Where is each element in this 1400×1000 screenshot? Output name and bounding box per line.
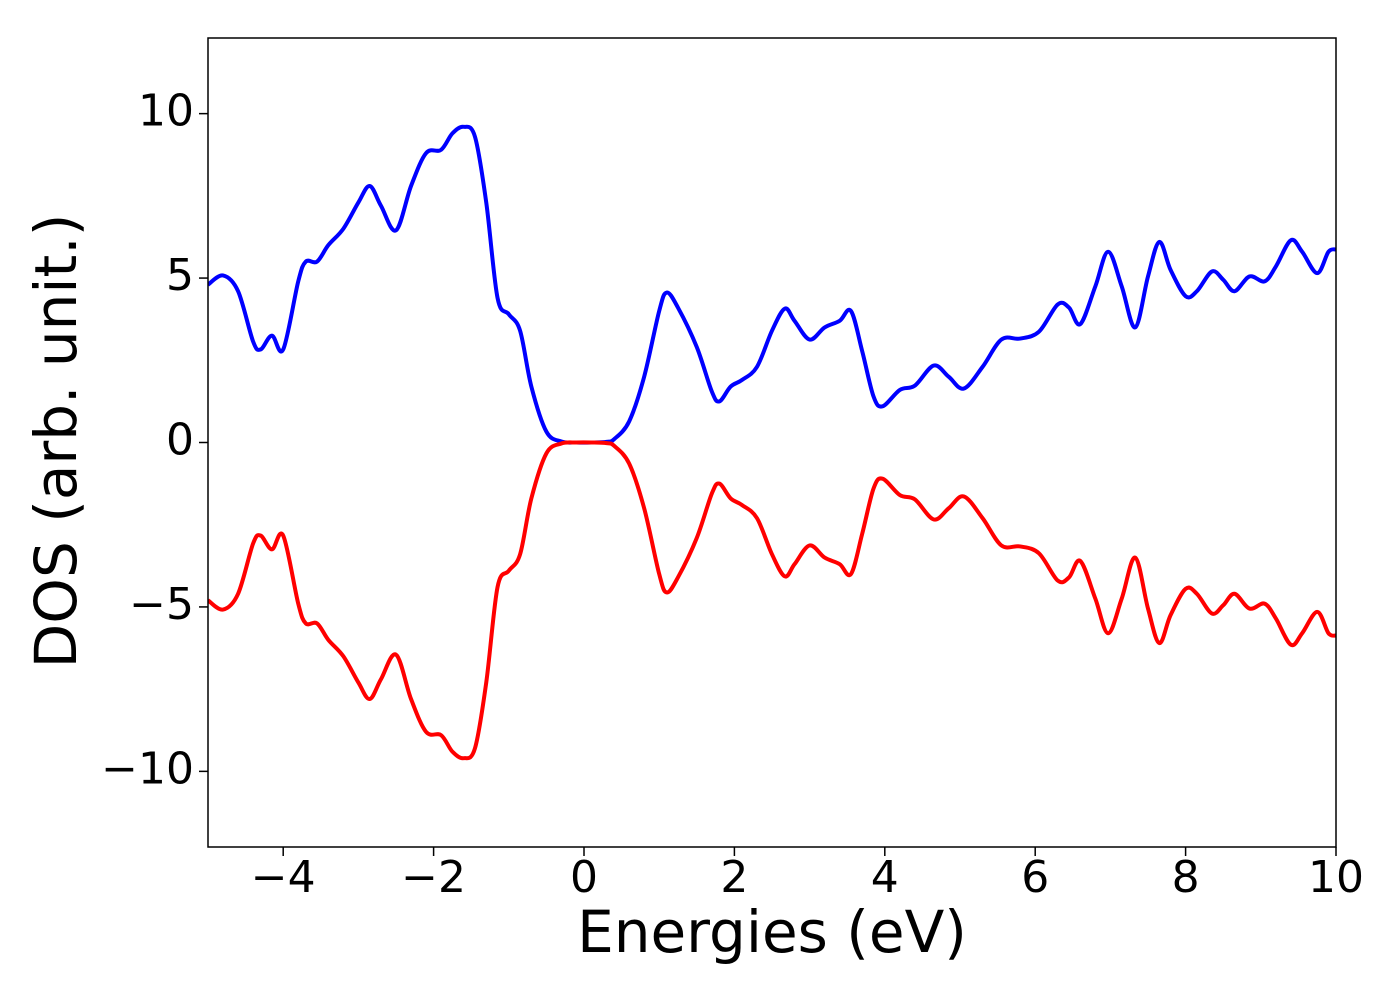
line-series (208, 440, 1336, 761)
x-tick-label: 6 (1021, 852, 1049, 903)
x-tick-label: 0 (570, 852, 598, 903)
line-series (208, 124, 1336, 445)
y-axis-label: DOS (arb. unit.) (22, 214, 90, 669)
x-tick-label: 8 (1172, 852, 1200, 903)
x-tick-label: −2 (401, 852, 466, 903)
y-tick-label: −5 (129, 579, 194, 630)
x-tick-label: 2 (720, 852, 748, 903)
y-tick-label: −10 (101, 743, 194, 794)
x-tick-label: −4 (251, 852, 316, 903)
x-tick-label: 10 (1308, 852, 1364, 903)
plot-frame (207, 37, 1337, 848)
x-axis-label: Energies (eV) (577, 898, 967, 966)
y-tick-label: 10 (138, 86, 194, 137)
x-tick-label: 4 (871, 852, 899, 903)
y-tick-label: 0 (166, 415, 194, 466)
y-tick-label: 5 (166, 250, 194, 301)
